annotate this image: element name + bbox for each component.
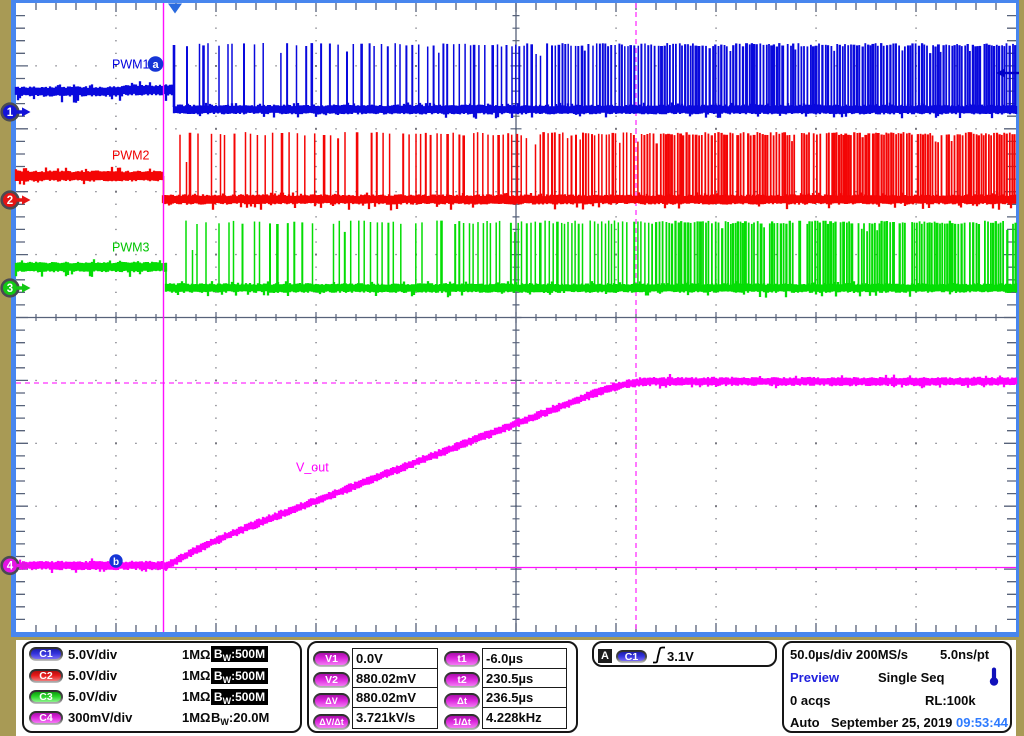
svg-text:V_out: V_out [296,461,329,475]
svg-text:4: 4 [7,561,14,573]
svg-text:a: a [152,59,159,71]
svg-text:1: 1 [7,107,14,119]
svg-text:3: 3 [7,283,13,295]
svg-text:PWM3: PWM3 [112,241,150,255]
svg-text:PWM2: PWM2 [112,149,150,163]
svg-text:b: b [113,557,119,568]
svg-text:PWM1: PWM1 [112,58,150,72]
svg-text:2: 2 [7,195,13,207]
